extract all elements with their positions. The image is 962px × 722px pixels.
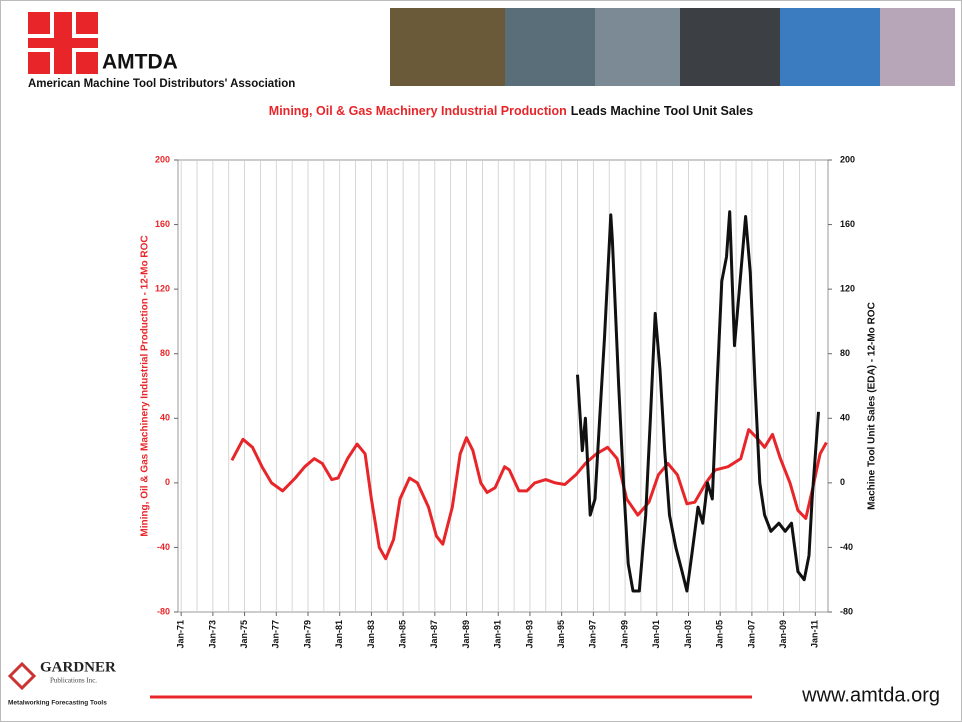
x-tick-label: Jan-77 (271, 620, 281, 649)
x-tick-label: Jan-93 (524, 620, 534, 649)
y-tick-label: 160 (155, 219, 170, 229)
y2-tick-label: 0 (840, 477, 845, 487)
gardner-brand: GARDNER (40, 659, 116, 675)
x-tick-label: Jan-03 (683, 620, 693, 649)
x-tick-label: Jan-75 (239, 620, 249, 649)
x-tick-label: Jan-79 (302, 620, 312, 649)
x-tick-label: Jan-85 (397, 620, 407, 649)
plot: Jan-71 Jan-73 Jan-75 Jan-77 Jan-79 Jan-81 Jan-… (140, 154, 878, 648)
x-tick-label: Jan-71 (176, 620, 186, 649)
x-tick-label: Jan-83 (366, 620, 376, 649)
x-tick-label: Jan-73 (207, 620, 217, 649)
y-axis-label: Mining, Oil & Gas Machinery Industrial P… (140, 235, 151, 536)
x-tick-label: Jan-81 (334, 620, 344, 649)
title-part: Mining, Oil & Gas Machinery Industrial P… (269, 104, 567, 118)
x-tick-label: Jan-11 (810, 620, 820, 648)
y2-tick-label: 160 (840, 219, 855, 229)
y-tick-label: -40 (157, 542, 170, 552)
series-line (576, 210, 820, 593)
y2-tick-label: 40 (840, 413, 850, 423)
x-tick-label: Jan-89 (461, 620, 471, 649)
y2-axis-label: Machine Tool Unit Sales (EDA) - 12-Mo RO… (867, 302, 878, 510)
org-name: American Machine Tool Distributors' Asso… (28, 78, 295, 90)
y-tick-label: 200 (155, 154, 170, 164)
y2-tick-label: -40 (840, 542, 853, 552)
y-tick-label: 80 (160, 348, 170, 358)
y2-tick-label: -80 (840, 606, 853, 616)
x-tick-label: Jan-01 (651, 620, 661, 649)
x-tick-label: Jan-95 (556, 620, 566, 649)
y-tick-label: 40 (160, 413, 170, 423)
y2-tick-label: 200 (840, 154, 855, 164)
x-tick-label: Jan-97 (588, 620, 598, 649)
logo-text: AMTDA (102, 51, 178, 74)
y2-tick-label: 80 (840, 348, 850, 358)
x-tick-label: Jan-91 (493, 620, 503, 649)
series-line (230, 428, 828, 561)
chart-title: Mining, Oil & Gas Machinery Industrial P… (269, 104, 753, 118)
plot-area (177, 159, 829, 613)
y-tick-label: 0 (165, 477, 170, 487)
photo-strip (390, 8, 955, 86)
title-part: Leads Machine Tool Unit Sales (571, 104, 753, 118)
amtda-logo (28, 12, 98, 74)
gardner-tagline: Metalworking Forecasting Tools (8, 700, 107, 707)
y-tick-label: -80 (157, 606, 170, 616)
url: www.amtda.org (801, 684, 940, 706)
x-tick-label: Jan-09 (778, 620, 788, 649)
x-tick-label: Jan-87 (429, 620, 439, 649)
y2-tick-label: 120 (840, 284, 855, 294)
y-tick-label: 120 (155, 284, 170, 294)
x-tick-label: Jan-99 (619, 620, 629, 649)
gardner-logo (7, 661, 37, 691)
x-tick-label: Jan-05 (715, 620, 725, 649)
gardner-sub: Publications Inc. (50, 677, 97, 685)
x-tick-label: Jan-07 (746, 620, 756, 649)
